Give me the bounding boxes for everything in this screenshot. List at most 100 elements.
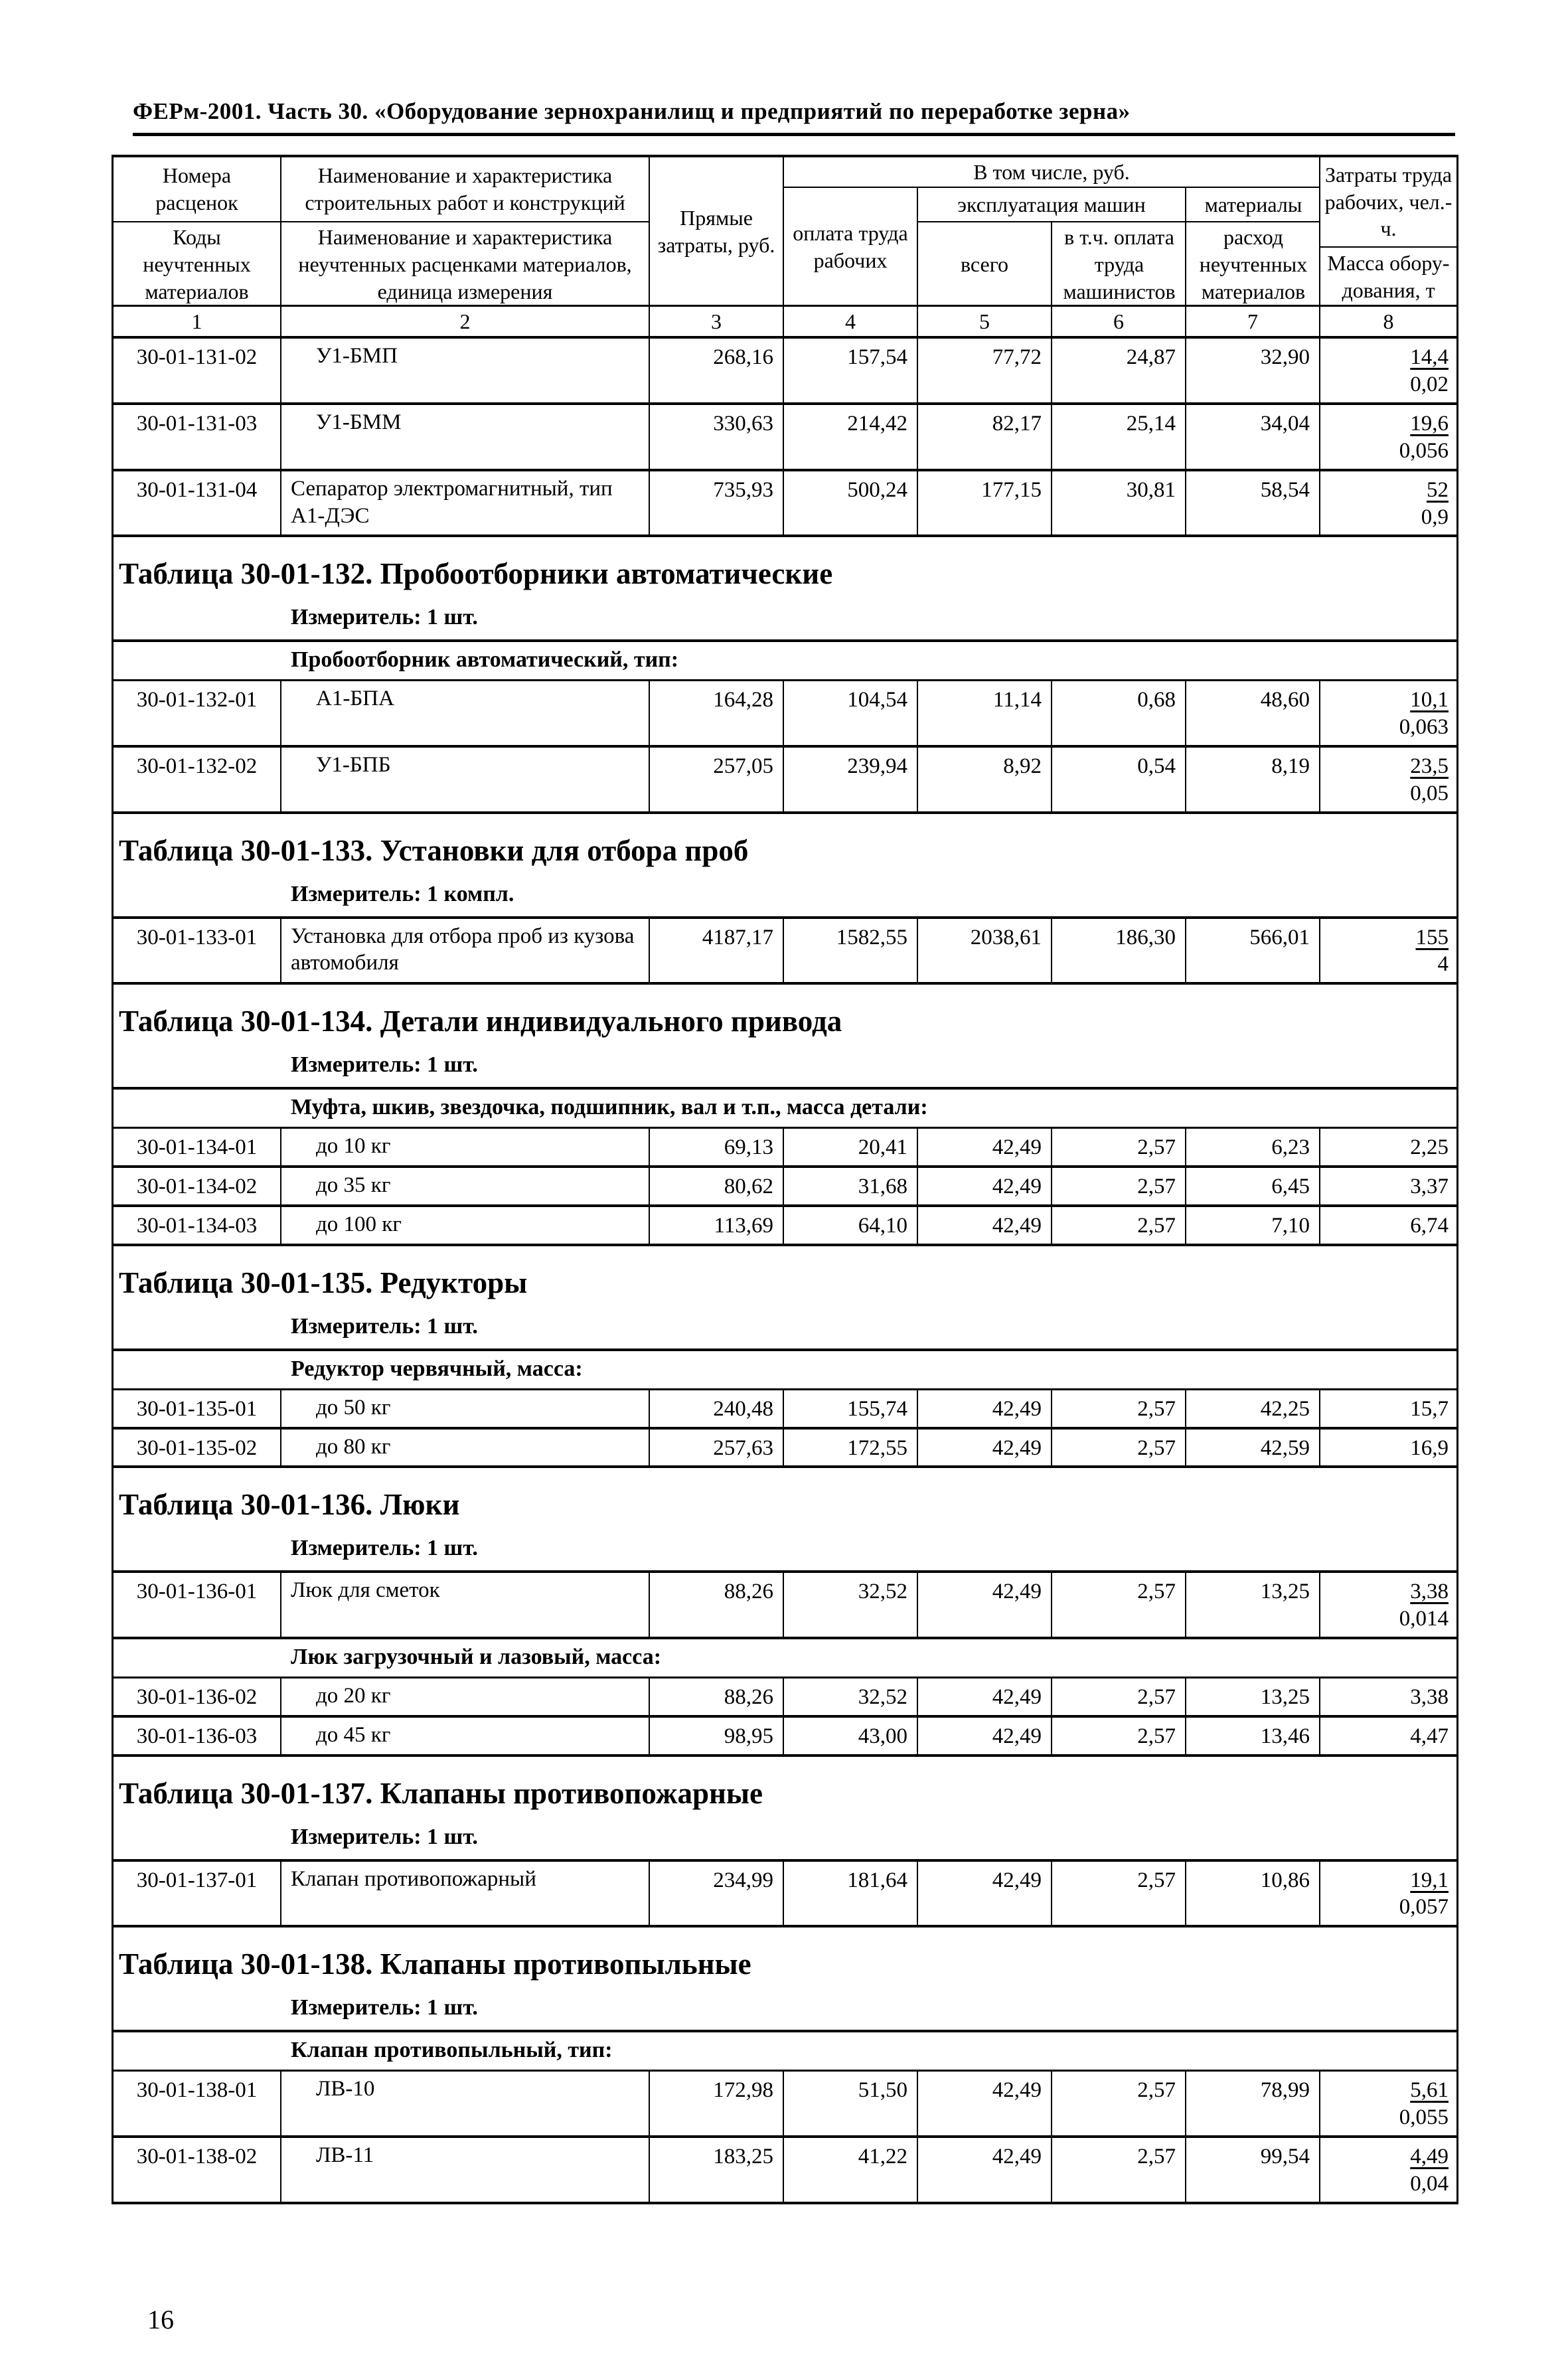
materials-consumption: 58,54 — [1186, 471, 1320, 535]
header-material-name: Наименование и характеристика неучтенных… — [298, 225, 632, 303]
rates-table: 30-01-136-01 Люк для сметок 88,26 32,52 … — [114, 1570, 1456, 1757]
section-title: Таблица 30-01-138. Клапаны противопыльны… — [119, 1947, 751, 1981]
labor-mass-cell: 4,47 — [1320, 1718, 1456, 1754]
header-col2: Наименование и характеристика строительн… — [281, 157, 650, 307]
direct-costs: 330,63 — [650, 404, 784, 469]
labor-pay: 32,52 — [784, 1678, 918, 1715]
group-header-row: Редуктор червячный, масса: — [114, 1351, 1456, 1390]
rate-code: 30-01-134-03 — [114, 1206, 281, 1244]
labor-hours: 3,38 — [1410, 1684, 1449, 1709]
table-row: 30-01-133-01 Установка для отбора проб и… — [114, 918, 1456, 985]
materials-consumption: 7,10 — [1186, 1206, 1320, 1244]
labor-mass-cell: 2,25 — [1320, 1129, 1456, 1165]
direct-costs: 172,98 — [650, 2072, 784, 2135]
work-name: до 50 кг — [281, 1390, 650, 1427]
operators-pay: 2,57 — [1052, 1129, 1186, 1166]
rates-table: Муфта, шкив, звездочка, подшипник, вал и… — [114, 1087, 1456, 1246]
rate-code: 30-01-135-02 — [114, 1429, 281, 1466]
materials-consumption: 566,01 — [1186, 918, 1320, 983]
table-row: 30-01-135-02 до 80 кг 257,63 172,55 42,4… — [114, 1429, 1456, 1469]
machines-total: 42,49 — [918, 1717, 1052, 1754]
materials-consumption: 13,25 — [1186, 1678, 1320, 1715]
col-number: 4 — [784, 307, 918, 336]
header-work-name: Наименование и характеристика строительн… — [281, 157, 649, 222]
equipment-mass: 0,056 — [1399, 438, 1449, 463]
table-row: 30-01-131-04 Сепаратор электромагнитный,… — [114, 471, 1456, 538]
machines-total: 42,49 — [918, 1390, 1052, 1427]
col-number: 2 — [281, 307, 650, 336]
table-row: 30-01-137-01 Клапан противопожарный 234,… — [114, 1861, 1456, 1928]
labor-mass-cell: 52 0,9 — [1320, 471, 1456, 535]
rate-code: 30-01-134-01 — [114, 1129, 281, 1166]
labor-pay: 32,52 — [784, 1573, 918, 1637]
equipment-mass: 0,057 — [1399, 1895, 1449, 1920]
labor-hours: 155 — [1415, 925, 1449, 949]
labor-pay: 104,54 — [784, 681, 918, 745]
labor-hours: 23,5 — [1410, 754, 1449, 778]
direct-costs: 113,69 — [650, 1206, 784, 1244]
header-materials-label: материалы — [1186, 188, 1320, 222]
col-number: 3 — [650, 307, 784, 336]
labor-hours: 3,37 — [1410, 1175, 1449, 1199]
table-row: 30-01-135-01 до 50 кг 240,48 155,74 42,4… — [114, 1390, 1456, 1430]
labor-pay: 41,22 — [784, 2137, 918, 2202]
work-name: У1-БММ — [281, 404, 650, 469]
rates-table: Клапан противопыльный, тип: 30-01-138-01… — [114, 2030, 1456, 2204]
operators-pay: 0,68 — [1052, 681, 1186, 745]
machines-total: 42,49 — [918, 1573, 1052, 1637]
table-row: 30-01-134-02 до 35 кг 80,62 31,68 42,49 … — [114, 1168, 1456, 1207]
direct-costs: 80,62 — [650, 1168, 784, 1204]
labor-mass-cell: 155 4 — [1320, 919, 1456, 983]
direct-costs: 4187,17 — [650, 918, 784, 983]
direct-costs: 268,16 — [650, 339, 784, 402]
labor-pay: 500,24 — [784, 471, 918, 535]
rate-code: 30-01-131-04 — [114, 471, 281, 535]
meter-line: Измеритель: 1 шт. — [291, 1052, 478, 1078]
work-name: до 45 кг — [281, 1717, 650, 1754]
labor-mass-cell: 6,74 — [1320, 1207, 1456, 1244]
operators-pay: 2,57 — [1052, 1429, 1186, 1466]
operators-pay: 2,57 — [1052, 1206, 1186, 1244]
labor-mass-cell: 3,37 — [1320, 1168, 1456, 1204]
labor-hours: 5,61 — [1410, 2078, 1449, 2103]
materials-consumption: 34,04 — [1186, 404, 1320, 469]
column-numbers-row: 1 2 3 4 5 6 7 8 — [114, 305, 1456, 339]
labor-hours: 16,9 — [1410, 1435, 1449, 1460]
labor-mass-cell: 19,6 0,056 — [1320, 405, 1456, 469]
labor-mass-cell: 5,61 0,055 — [1320, 2072, 1456, 2135]
equipment-mass: 4 — [1437, 952, 1449, 977]
rate-code: 30-01-138-01 — [114, 2072, 281, 2135]
machines-total: 42,49 — [918, 1206, 1052, 1244]
rate-code: 30-01-132-02 — [114, 748, 281, 811]
direct-costs: 183,25 — [650, 2137, 784, 2202]
direct-costs: 98,95 — [650, 1717, 784, 1754]
labor-pay: 155,74 — [784, 1390, 918, 1427]
operators-pay: 24,87 — [1052, 339, 1186, 402]
rates-table: Редуктор червячный, масса: 30-01-135-01 … — [114, 1348, 1456, 1469]
direct-costs: 234,99 — [650, 1861, 784, 1925]
operators-pay: 186,30 — [1052, 918, 1186, 983]
header-materials-consumption: расход неучтенных материалов — [1199, 225, 1308, 303]
machines-total: 42,49 — [918, 1678, 1052, 1715]
work-name: Клапан противопожарный — [281, 1861, 650, 1925]
work-name: до 80 кг — [281, 1429, 650, 1466]
work-name: Люк для сметок — [281, 1573, 650, 1637]
col-number: 1 — [114, 307, 281, 336]
rate-code: 30-01-135-01 — [114, 1390, 281, 1427]
materials-consumption: 13,46 — [1186, 1717, 1320, 1754]
materials-consumption: 32,90 — [1186, 339, 1320, 402]
header-labor-hours: Затраты труда рабочих, чел.-ч. — [1320, 157, 1456, 248]
labor-mass-cell: 23,5 0,05 — [1320, 748, 1456, 811]
labor-hours: 3,38 — [1410, 1580, 1449, 1604]
rates-table: Пробоотборник автоматический, тип: 30-01… — [114, 639, 1456, 814]
direct-costs: 735,93 — [650, 471, 784, 535]
machines-total: 82,17 — [918, 404, 1052, 469]
header-material-codes: Коды неучтенных материалов — [143, 225, 251, 303]
operators-pay: 2,57 — [1052, 1678, 1186, 1715]
work-name: У1-БМП — [281, 339, 650, 402]
header-rate-numbers: Номера расценок — [114, 157, 280, 222]
table-row: 30-01-134-03 до 100 кг 113,69 64,10 42,4… — [114, 1206, 1456, 1246]
page-number: 16 — [147, 2305, 174, 2334]
labor-hours: 10,1 — [1410, 688, 1449, 712]
work-name: У1-БПБ — [281, 748, 650, 811]
